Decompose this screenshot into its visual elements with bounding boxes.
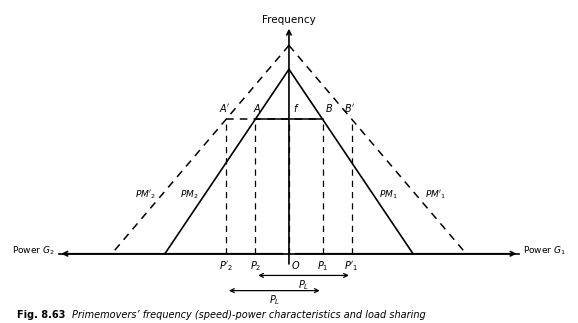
Text: $P_L$: $P_L$ — [269, 293, 280, 307]
Text: $PM'_1$: $PM'_1$ — [425, 189, 447, 201]
Text: $P_2$: $P_2$ — [250, 259, 261, 273]
Text: $P'_1$: $P'_1$ — [344, 259, 359, 273]
Text: $PM_2$: $PM_2$ — [180, 189, 199, 201]
Text: $P'_2$: $P'_2$ — [219, 259, 234, 273]
Text: $B'$: $B'$ — [344, 102, 355, 114]
Text: Frequency: Frequency — [262, 15, 316, 25]
Text: $A$: $A$ — [253, 102, 261, 114]
Text: $f$: $f$ — [293, 102, 300, 114]
Text: Primemovers’ frequency (speed)-power characteristics and load sharing: Primemovers’ frequency (speed)-power cha… — [72, 310, 426, 320]
Text: $P_1$: $P_1$ — [317, 259, 328, 273]
Text: Power $G_2$: Power $G_2$ — [12, 245, 55, 257]
Text: $O$: $O$ — [291, 259, 300, 271]
Text: Power $G_1$: Power $G_1$ — [523, 245, 566, 257]
Text: $PM_1$: $PM_1$ — [379, 189, 398, 201]
Text: $PM'_2$: $PM'_2$ — [135, 189, 156, 201]
Text: $B$: $B$ — [325, 102, 334, 114]
Text: $A'$: $A'$ — [218, 102, 230, 114]
Text: Fig. 8.63: Fig. 8.63 — [17, 310, 66, 320]
Text: $P_L$: $P_L$ — [298, 278, 309, 292]
